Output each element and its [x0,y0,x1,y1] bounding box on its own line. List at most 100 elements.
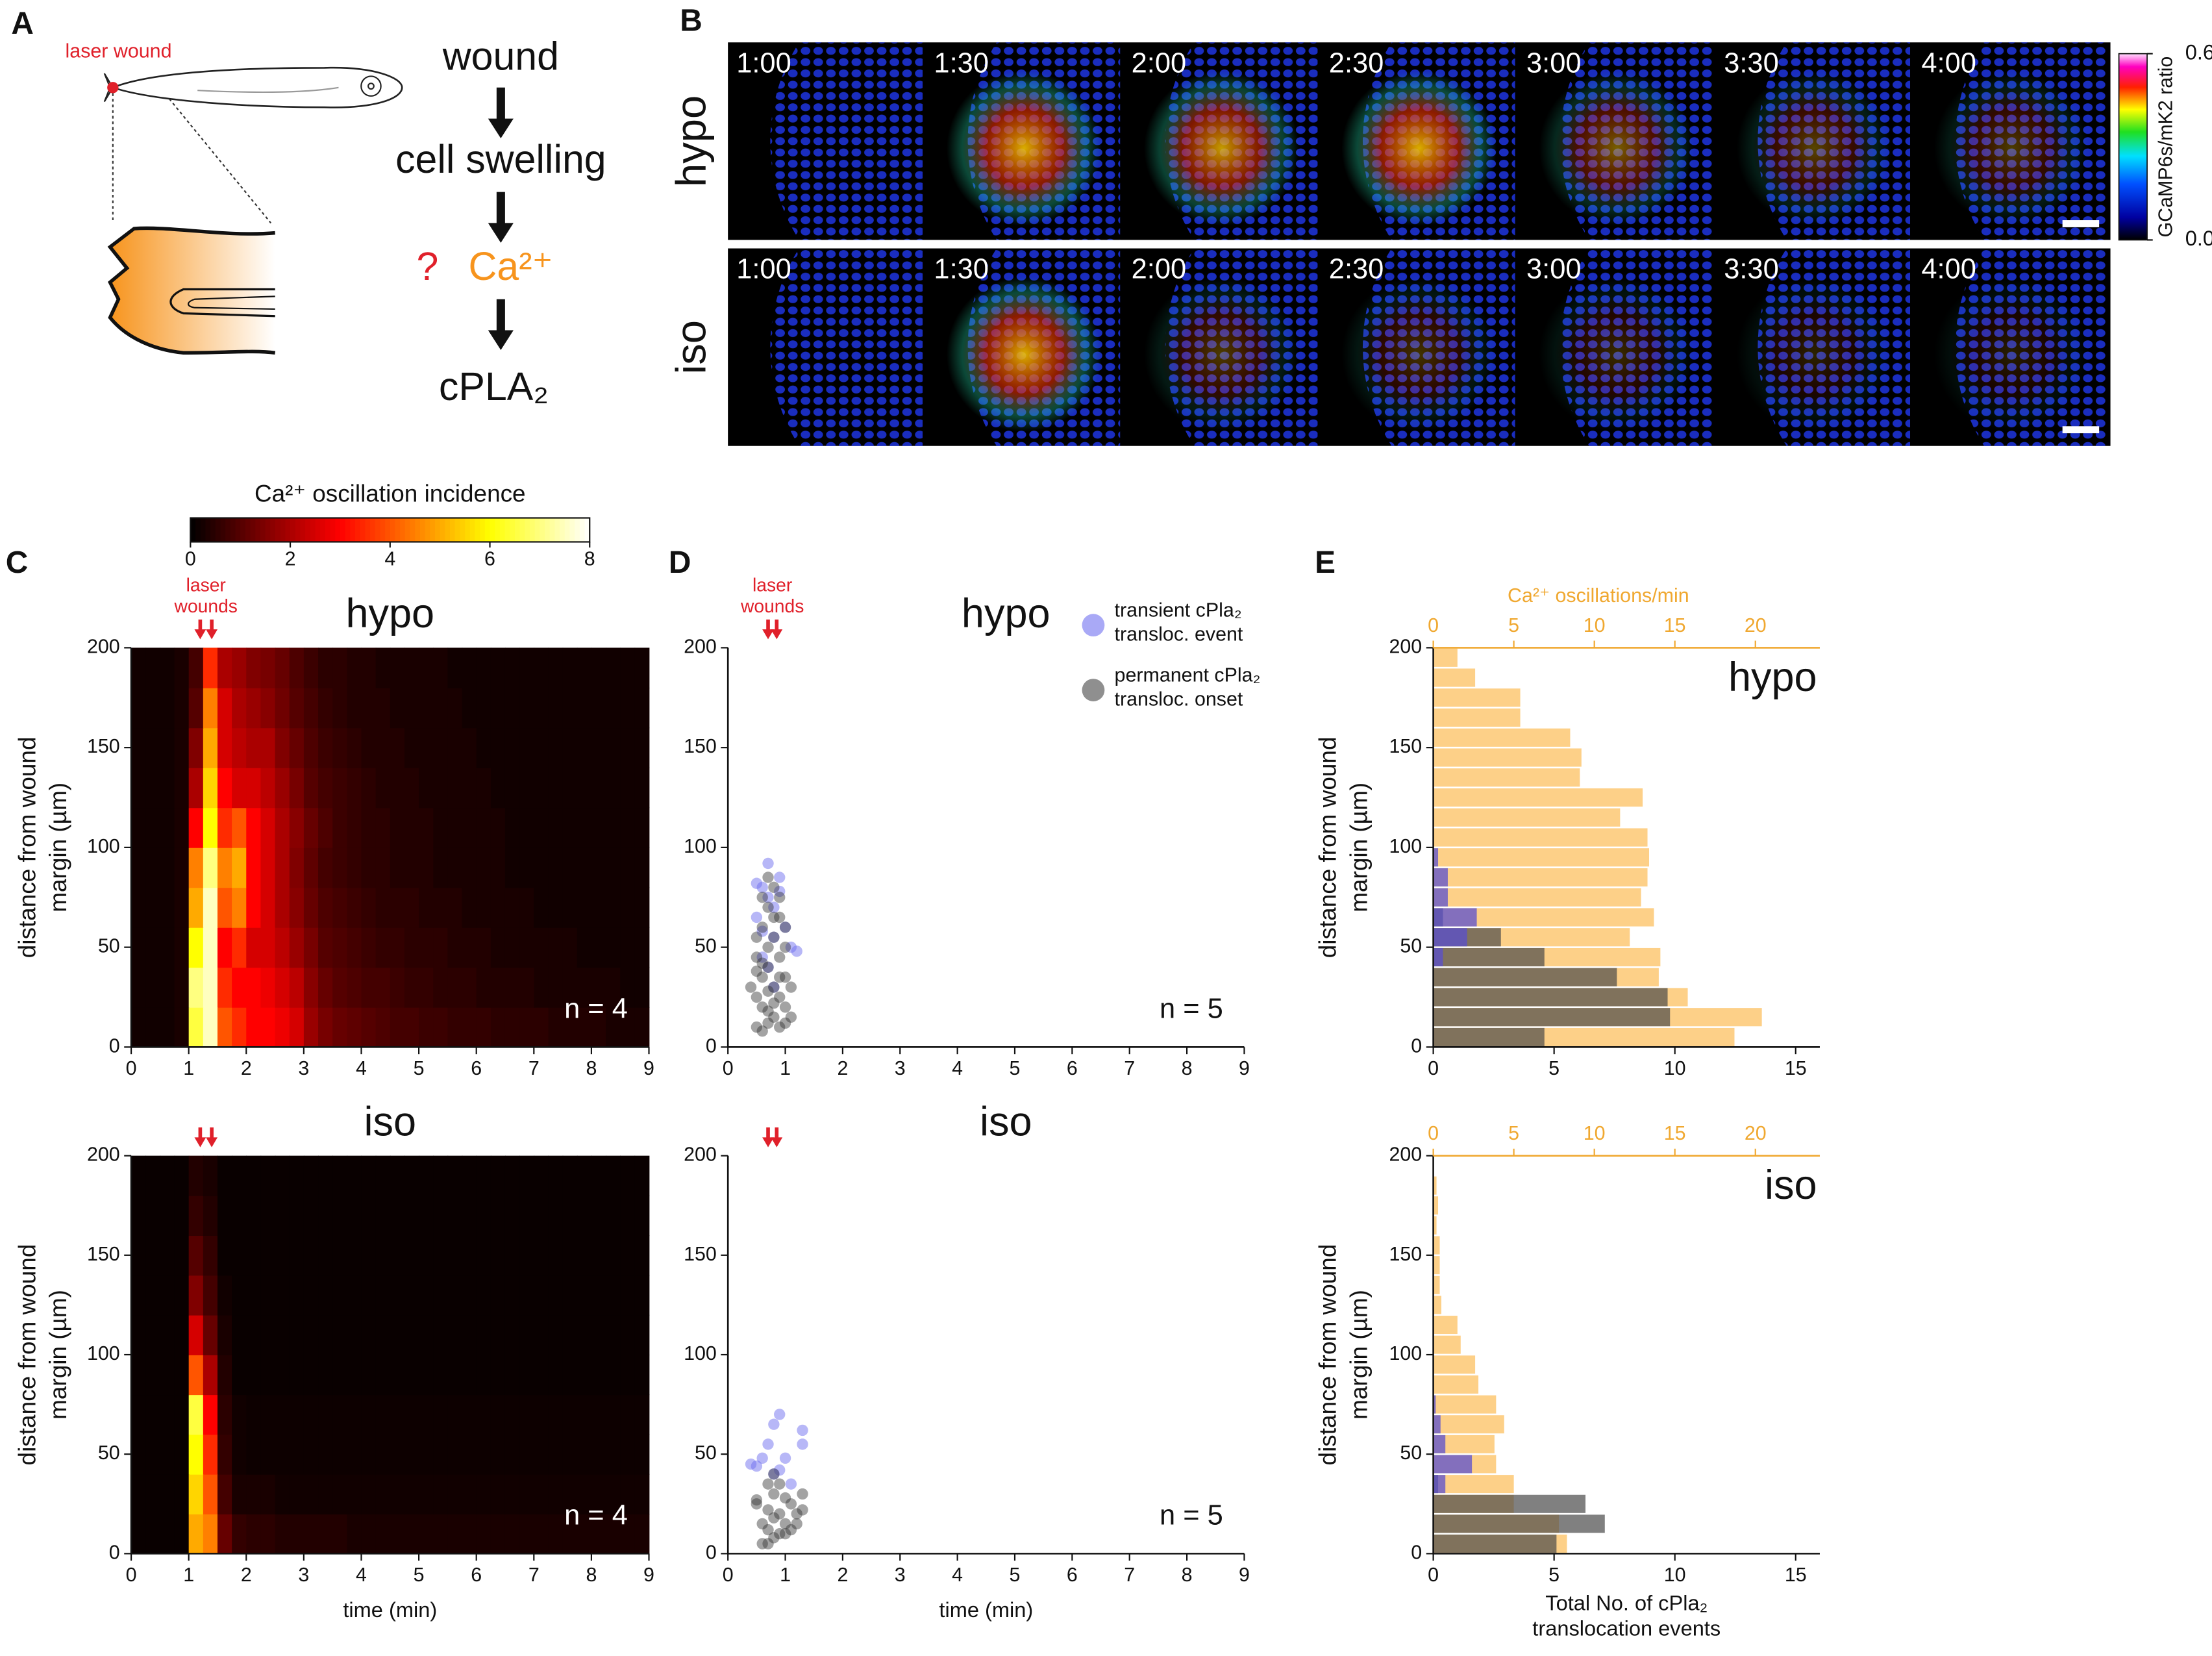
heat-cell [476,647,491,688]
scatter-point [774,1478,786,1490]
heat-cell [303,1514,319,1555]
heat-cell [217,1195,232,1236]
heat-cell [131,1514,147,1555]
heat-cell [419,847,434,888]
scatter-point [774,892,786,903]
heat-cell [188,687,204,729]
heat-cell [476,1434,491,1475]
heat-cell [447,927,463,968]
heat-cell [289,1007,304,1048]
scatter-point [745,981,757,993]
colorbar-step [419,518,426,542]
heat-cell [303,1007,319,1048]
heat-cell [188,1007,204,1048]
heat-cell [318,927,334,968]
heat-cell [145,1355,161,1396]
heat-cell [332,887,348,928]
heat-cell [462,1314,477,1355]
heat-cell [347,727,362,768]
heat-cell [390,1434,405,1475]
y-axis-label-box: distance from wound margin (µm) [1315,1244,1373,1466]
x2-tick-label: 5 [1508,1122,1519,1144]
colorbar-tick-label: 2 [285,548,296,570]
colorbar-label: Ca²⁺ oscillation incidence [255,481,526,507]
colorbar-tick-label: 0 [185,548,196,570]
wound-arrow [194,1127,206,1148]
colorbar-tick-label: 4 [384,548,395,570]
scatter-point [756,1025,768,1037]
image-frame [770,248,923,446]
heat-cell [303,1355,319,1396]
x-tick-label: 2 [241,1564,252,1586]
heat-cell [591,1355,606,1396]
heat-cell [275,767,290,809]
x-tick-label: 5 [414,1564,425,1586]
heat-cell [591,967,606,1008]
heat-cell [433,847,449,888]
heat-cell [577,1474,592,1514]
heat-cell [534,1394,549,1435]
colorbar-step [325,518,331,542]
heat-cell [390,1394,405,1435]
heat-cell [131,807,147,848]
heat-cell [476,1155,491,1196]
heat-cell [620,1394,636,1435]
y-tick-label: 200 [1389,635,1422,657]
heat-cell [361,1474,377,1514]
heat-cell [332,647,348,688]
heat-cell [289,1155,304,1196]
x-tick-label: 7 [1124,1057,1135,1079]
heat-cell [246,1195,262,1236]
heat-cell [620,1355,636,1396]
heat-cell [519,1155,535,1196]
heat-cell [347,1394,362,1435]
heat-cell [548,927,564,968]
scatter-point [779,1452,791,1464]
heat-cell [174,847,190,888]
heat-cell [347,687,362,729]
heat-cell [361,927,377,968]
heat-cell [375,967,391,1008]
heat-cell [246,1394,262,1435]
heat-cell [361,1155,377,1196]
heat-cell [490,1275,506,1316]
colorbar-step [514,518,521,542]
heat-cell [519,927,535,968]
heat-cell [562,967,578,1008]
heat-cell [447,1195,463,1236]
heat-cell [577,927,592,968]
scatter-point [791,946,802,957]
x2-tick-label: 20 [1745,1122,1767,1144]
heat-cell [246,1355,262,1396]
flow-arrow [488,87,514,139]
colorbar-step [365,518,371,542]
heat-cell [232,1434,247,1475]
heat-cell [131,727,147,768]
heat-cell [534,1314,549,1355]
scatter-point [779,922,791,933]
colorbar-step [335,518,341,542]
hist-bar [1433,1415,1441,1434]
x-tick-label: 0 [1428,1564,1439,1586]
heat-cell [490,807,506,848]
heat-cell [548,1355,564,1396]
heat-cell [476,1474,491,1514]
row-label: iso [667,320,714,374]
hist-bar [1433,1435,1446,1453]
heat-cell [131,1474,147,1514]
heat-cell [260,767,276,809]
scatter-point [756,892,768,903]
axis-line [1432,1155,1820,1555]
heat-cell [275,847,290,888]
colorbar-step [255,518,261,542]
colorbar-step [230,518,236,542]
heat-cell [174,1514,190,1555]
scatter-point [768,1512,780,1524]
x-tick-label: 10 [1664,1057,1686,1079]
scatter-point [762,961,774,973]
heat-cell [289,1514,304,1555]
heat-cell [232,847,247,888]
x-tick-label: 1 [183,1564,194,1586]
heat-cell [303,807,319,848]
heat-cell [419,1235,434,1276]
